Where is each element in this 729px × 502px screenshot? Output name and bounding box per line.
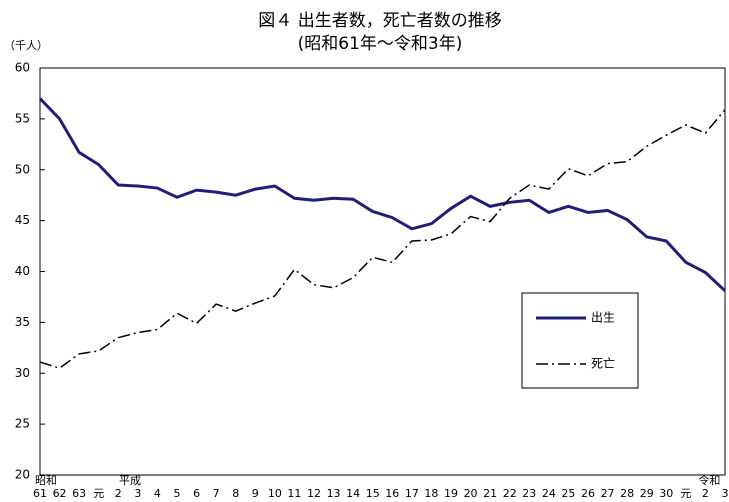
legend-label: 出生 bbox=[591, 311, 615, 325]
y-tick-label: 20 bbox=[15, 468, 30, 482]
x-tick-label: 22 bbox=[503, 487, 517, 500]
x-tick-label: 3 bbox=[722, 487, 729, 500]
era-label: 令和 bbox=[698, 473, 720, 487]
y-tick-label: 35 bbox=[15, 315, 30, 329]
x-tick-label: 元 bbox=[680, 487, 691, 500]
x-tick-label: 24 bbox=[542, 487, 556, 500]
legend-label: 死亡 bbox=[591, 357, 615, 371]
plot-frame bbox=[39, 67, 726, 476]
era-label: 平成 bbox=[119, 474, 141, 487]
x-tick-label: 9 bbox=[252, 487, 259, 500]
x-tick-label: 63 bbox=[72, 487, 86, 500]
y-tick-label: 25 bbox=[15, 417, 30, 431]
y-tick-label: 55 bbox=[15, 111, 30, 125]
x-tick-label: 15 bbox=[366, 487, 380, 500]
y-tick-label: 60 bbox=[15, 61, 30, 75]
x-tick-label: 30 bbox=[659, 487, 673, 500]
x-tick-label: 61 bbox=[33, 487, 47, 500]
x-tick-label: 11 bbox=[287, 487, 301, 500]
y-tick-label: 50 bbox=[15, 162, 30, 176]
x-tick-label: 62 bbox=[53, 487, 67, 500]
x-tick-label: 4 bbox=[154, 487, 161, 500]
x-tick-label: 17 bbox=[405, 487, 419, 500]
x-tick-label: 23 bbox=[522, 487, 536, 500]
x-tick-label: 12 bbox=[307, 487, 321, 500]
x-tick-label: 19 bbox=[444, 487, 458, 500]
series-line bbox=[39, 109, 726, 369]
x-tick-label: 29 bbox=[640, 487, 654, 500]
era-label: 昭和 bbox=[35, 474, 57, 487]
x-tick-label: 25 bbox=[561, 487, 575, 500]
x-tick-label: 2 bbox=[702, 487, 709, 500]
legend-box bbox=[521, 292, 639, 389]
y-tick-label: 30 bbox=[15, 366, 30, 380]
x-tick-label: 2 bbox=[115, 487, 122, 500]
x-tick-label: 20 bbox=[464, 487, 478, 500]
y-tick-label: 45 bbox=[15, 213, 30, 227]
x-tick-label: 8 bbox=[232, 487, 239, 500]
x-tick-label: 18 bbox=[424, 487, 438, 500]
chart-title: 図４ 出生者数，死亡者数の推移 bbox=[258, 11, 501, 31]
x-tick-label: 10 bbox=[268, 487, 282, 500]
chart-subtitle: (昭和61年～令和3年) bbox=[298, 34, 463, 54]
x-tick-label: 7 bbox=[213, 487, 220, 500]
x-tick-label: 3 bbox=[134, 487, 141, 500]
x-tick-label: 13 bbox=[327, 487, 341, 500]
x-tick-label: 27 bbox=[601, 487, 615, 500]
x-tick-label: 16 bbox=[385, 487, 399, 500]
series-line bbox=[38, 97, 727, 292]
x-tick-label: 21 bbox=[483, 487, 497, 500]
y-tick-label: 40 bbox=[15, 264, 30, 278]
x-tick-label: 26 bbox=[581, 487, 595, 500]
x-tick-label: 5 bbox=[174, 487, 181, 500]
x-tick-label: 28 bbox=[620, 487, 634, 500]
y-axis-label: （千人） bbox=[4, 39, 48, 52]
x-tick-label: 14 bbox=[346, 487, 360, 500]
x-tick-label: 元 bbox=[93, 487, 104, 500]
x-tick-label: 6 bbox=[193, 487, 200, 500]
